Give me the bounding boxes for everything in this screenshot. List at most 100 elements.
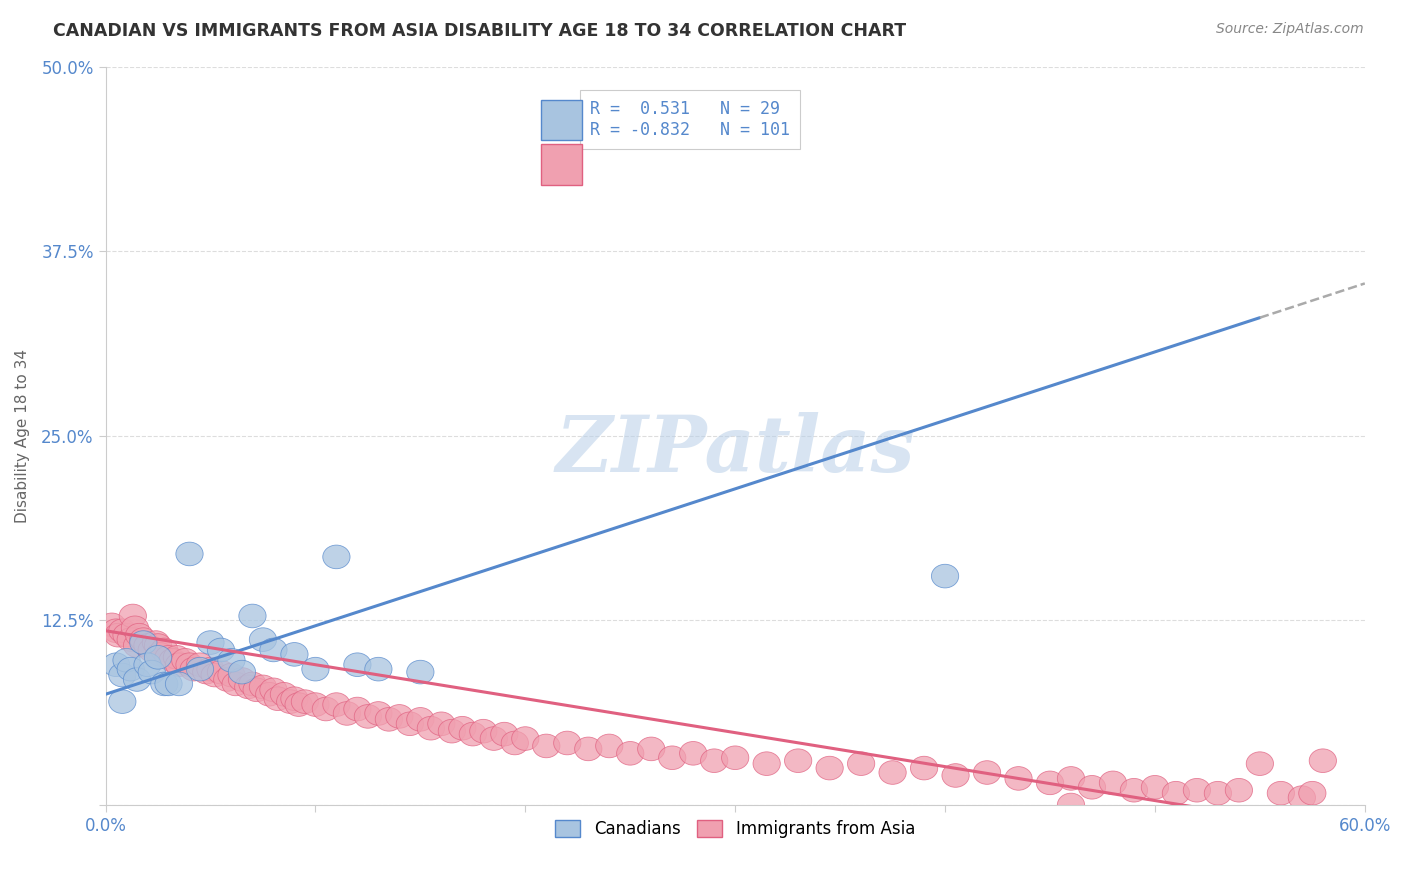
Ellipse shape (470, 719, 496, 743)
Ellipse shape (1005, 766, 1032, 790)
Ellipse shape (187, 653, 214, 676)
Ellipse shape (942, 764, 969, 788)
Ellipse shape (249, 628, 277, 651)
Ellipse shape (1121, 779, 1147, 802)
Ellipse shape (617, 741, 644, 765)
Ellipse shape (1078, 775, 1105, 799)
Ellipse shape (243, 678, 270, 702)
Ellipse shape (108, 690, 136, 714)
Ellipse shape (427, 712, 456, 736)
Ellipse shape (197, 657, 224, 681)
Ellipse shape (343, 698, 371, 721)
Ellipse shape (364, 702, 392, 725)
Ellipse shape (815, 756, 844, 780)
Ellipse shape (155, 672, 183, 696)
Ellipse shape (406, 707, 434, 731)
Ellipse shape (501, 731, 529, 755)
Ellipse shape (658, 746, 686, 770)
Ellipse shape (460, 723, 486, 746)
Ellipse shape (222, 672, 249, 696)
Ellipse shape (637, 737, 665, 761)
Ellipse shape (281, 642, 308, 666)
Ellipse shape (180, 657, 207, 681)
Text: R =  0.531   N = 29
R = -0.832   N = 101: R = 0.531 N = 29 R = -0.832 N = 101 (591, 100, 790, 138)
Ellipse shape (270, 682, 298, 706)
Ellipse shape (134, 653, 162, 676)
Ellipse shape (700, 749, 728, 772)
Ellipse shape (163, 646, 191, 669)
Ellipse shape (973, 761, 1001, 784)
Ellipse shape (145, 646, 172, 669)
Ellipse shape (260, 638, 287, 662)
Ellipse shape (575, 737, 602, 761)
Ellipse shape (1099, 771, 1126, 795)
Ellipse shape (124, 668, 150, 691)
Ellipse shape (239, 604, 266, 628)
Text: CANADIAN VS IMMIGRANTS FROM ASIA DISABILITY AGE 18 TO 34 CORRELATION CHART: CANADIAN VS IMMIGRANTS FROM ASIA DISABIL… (53, 22, 907, 40)
Ellipse shape (281, 687, 308, 711)
Ellipse shape (207, 638, 235, 662)
Ellipse shape (754, 752, 780, 775)
Ellipse shape (125, 624, 153, 647)
Ellipse shape (193, 660, 219, 684)
Ellipse shape (291, 690, 319, 714)
Ellipse shape (396, 712, 423, 736)
Ellipse shape (911, 756, 938, 780)
Ellipse shape (1225, 779, 1253, 802)
Ellipse shape (214, 668, 240, 691)
Ellipse shape (354, 705, 381, 728)
Ellipse shape (491, 723, 517, 746)
Ellipse shape (117, 628, 145, 651)
Ellipse shape (1309, 749, 1337, 772)
Ellipse shape (112, 624, 141, 647)
Ellipse shape (235, 675, 262, 698)
Ellipse shape (1036, 771, 1063, 795)
Ellipse shape (285, 693, 312, 716)
Ellipse shape (121, 616, 149, 640)
Ellipse shape (721, 746, 749, 770)
Ellipse shape (207, 660, 235, 684)
Ellipse shape (187, 657, 214, 681)
Ellipse shape (364, 657, 392, 681)
Ellipse shape (848, 752, 875, 775)
Ellipse shape (166, 672, 193, 696)
Ellipse shape (679, 741, 707, 765)
Ellipse shape (1184, 779, 1211, 802)
Ellipse shape (785, 749, 811, 772)
Ellipse shape (108, 664, 136, 687)
Ellipse shape (228, 660, 256, 684)
Ellipse shape (129, 631, 157, 655)
Ellipse shape (1057, 766, 1084, 790)
Ellipse shape (312, 698, 340, 721)
Ellipse shape (375, 707, 402, 731)
Ellipse shape (1299, 781, 1326, 805)
Ellipse shape (112, 648, 141, 672)
Ellipse shape (512, 727, 538, 750)
Ellipse shape (159, 648, 187, 672)
Legend: Canadians, Immigrants from Asia: Canadians, Immigrants from Asia (548, 814, 921, 845)
Ellipse shape (264, 687, 291, 711)
Ellipse shape (146, 642, 174, 666)
Ellipse shape (1246, 752, 1274, 775)
Ellipse shape (418, 716, 444, 740)
Ellipse shape (142, 631, 170, 655)
Ellipse shape (239, 672, 266, 696)
Ellipse shape (302, 693, 329, 716)
Ellipse shape (218, 648, 245, 672)
FancyBboxPatch shape (541, 145, 582, 185)
Ellipse shape (256, 682, 283, 706)
Ellipse shape (172, 648, 198, 672)
Ellipse shape (249, 675, 277, 698)
Ellipse shape (277, 690, 304, 714)
Ellipse shape (406, 660, 434, 684)
Ellipse shape (98, 613, 125, 637)
Ellipse shape (155, 646, 183, 669)
Ellipse shape (166, 653, 193, 676)
Ellipse shape (218, 664, 245, 687)
Ellipse shape (103, 619, 129, 642)
Ellipse shape (103, 653, 129, 676)
Ellipse shape (1163, 781, 1189, 805)
Ellipse shape (108, 619, 136, 642)
Ellipse shape (138, 638, 166, 662)
Ellipse shape (1267, 781, 1295, 805)
